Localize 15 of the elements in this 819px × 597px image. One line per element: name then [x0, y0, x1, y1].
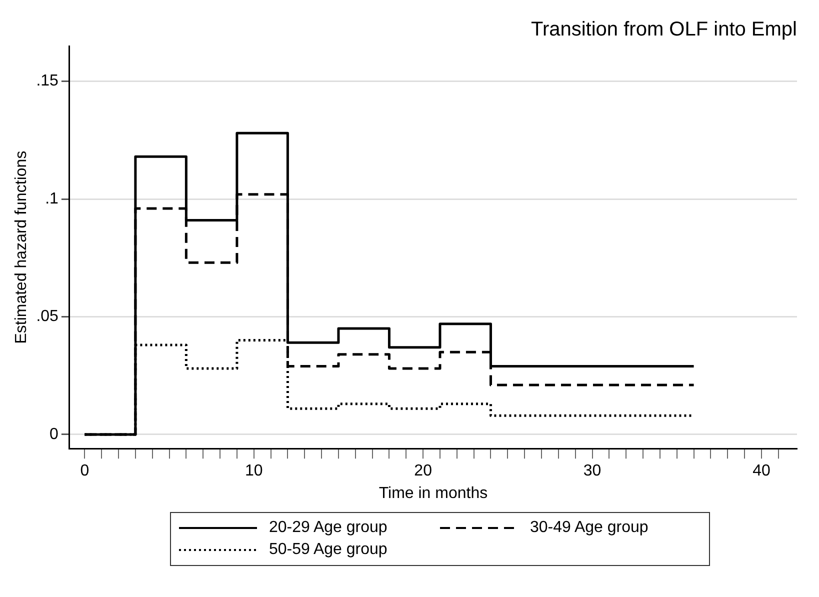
y-tick-label: 0 — [50, 426, 59, 443]
legend-label: 20-29 Age group — [269, 519, 388, 537]
x-tick-label: 40 — [752, 462, 770, 480]
x-tick-label: 20 — [414, 462, 432, 480]
y-tick-label: .05 — [36, 308, 59, 326]
y-tick-label: .1 — [45, 190, 59, 208]
x-tick-label: 10 — [244, 462, 263, 480]
chart-title: Transition from OLF into Empl — [530, 18, 797, 41]
x-tick-label: 0 — [80, 462, 90, 480]
x-axis-title: Time in months — [378, 484, 488, 502]
legend-label: 30-49 Age group — [530, 519, 648, 537]
y-tick-label: .15 — [36, 72, 59, 90]
x-tick-label: 30 — [583, 462, 602, 480]
y-axis-title: Estimated hazard functions — [13, 150, 30, 344]
legend-label: 50-59 Age group — [269, 541, 388, 559]
